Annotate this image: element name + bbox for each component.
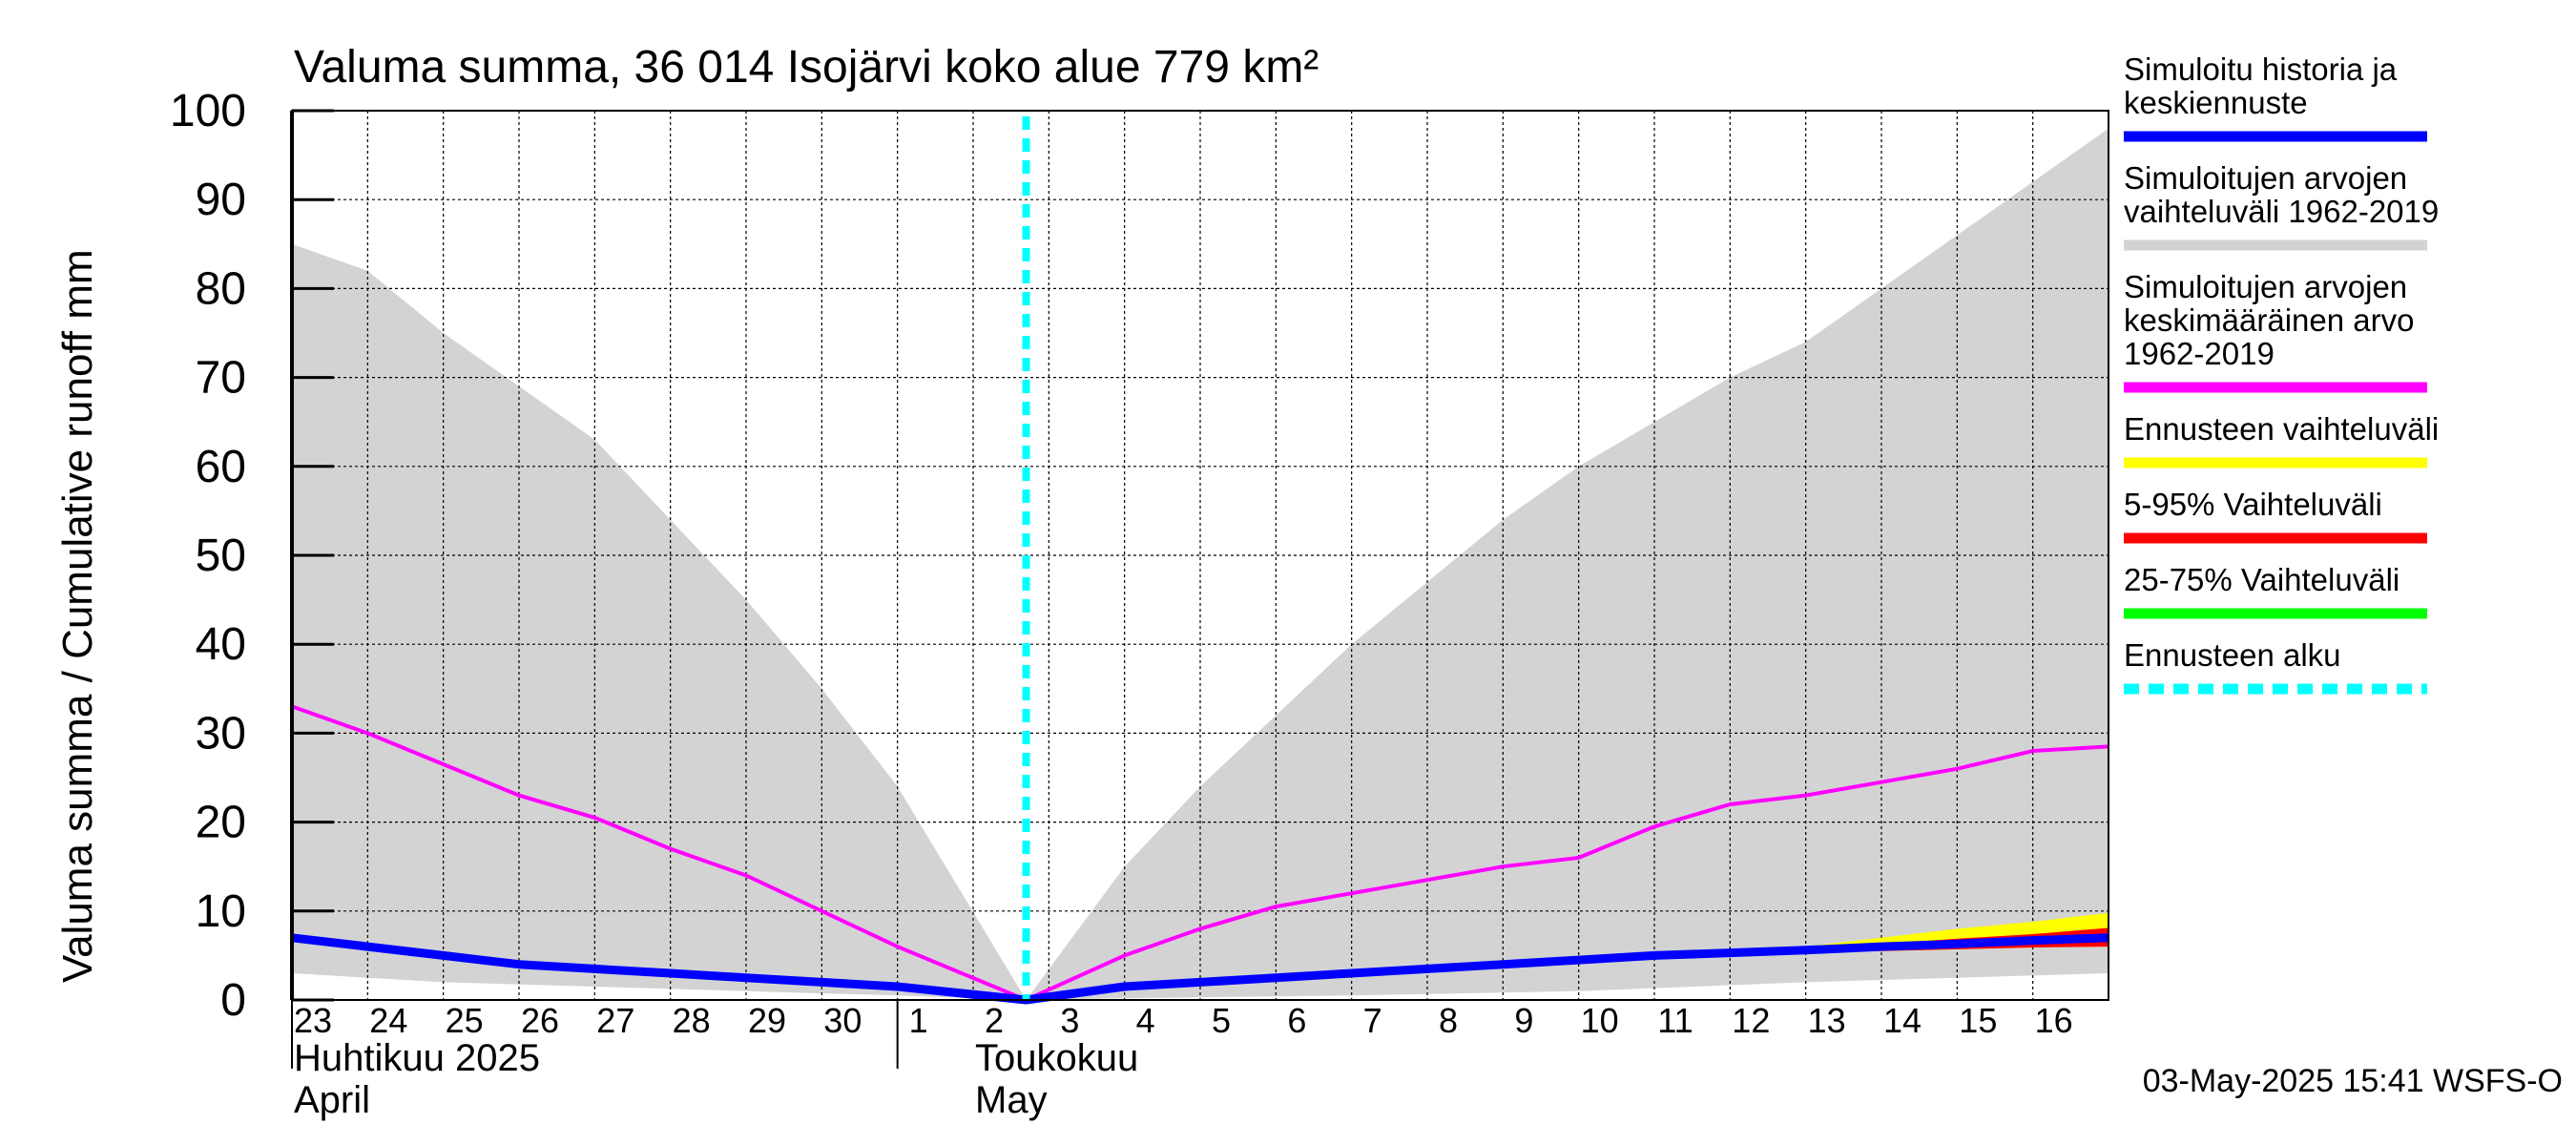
sim-history-line xyxy=(291,933,2109,1005)
month-label-may-en: May xyxy=(975,1079,1048,1121)
legend-label: Ennusteen alku xyxy=(2124,637,2341,673)
x-tick-label: 27 xyxy=(596,1001,634,1040)
x-tick-label: 10 xyxy=(1581,1001,1619,1040)
y-tick-label: 0 xyxy=(220,975,246,1026)
x-tick-label: 24 xyxy=(369,1001,407,1040)
mean-line xyxy=(291,704,2109,1003)
x-tick-label: 12 xyxy=(1732,1001,1770,1040)
legend-label: keskiennuste xyxy=(2124,85,2308,120)
month-label-may-fi: Toukokuu xyxy=(975,1037,1138,1079)
x-tick-label: 7 xyxy=(1363,1001,1382,1040)
legend-item-forecast_start: Ennusteen alku xyxy=(2124,637,2427,695)
y-tick-label: 100 xyxy=(170,86,246,136)
legend-label: Simuloitu historia ja xyxy=(2124,52,2398,87)
x-tick-label: 9 xyxy=(1514,1001,1533,1040)
y-tick-label: 60 xyxy=(196,442,246,492)
x-tick-label: 1 xyxy=(909,1001,928,1040)
y-tick-label: 30 xyxy=(196,708,246,759)
legend-item-forecast_range: Ennusteen vaihteluväli xyxy=(2124,411,2439,468)
x-tick-label: 16 xyxy=(2035,1001,2073,1040)
x-tick-label: 15 xyxy=(1959,1001,1997,1040)
x-tick-label: 5 xyxy=(1212,1001,1231,1040)
x-tick-label: 30 xyxy=(823,1001,862,1040)
x-tick-label: 14 xyxy=(1883,1001,1922,1040)
legend-label: keskimääräinen arvo xyxy=(2124,302,2414,338)
data-lines xyxy=(291,116,2109,1005)
y-tick-labels: 0 10 20 30 40 50 60 70 80 90 100 xyxy=(170,86,246,1026)
x-tick-label: 3 xyxy=(1060,1001,1079,1040)
legend-label: 5-95% Vaihteluväli xyxy=(2124,487,2382,522)
x-tick-label: 26 xyxy=(521,1001,559,1040)
x-tick-label: 11 xyxy=(1657,1001,1693,1040)
y-tick-label: 20 xyxy=(196,798,246,848)
x-tick-label: 13 xyxy=(1808,1001,1846,1040)
x-tick-label: 29 xyxy=(748,1001,786,1040)
y-tick-label: 10 xyxy=(196,886,246,937)
legend-label: Ennusteen vaihteluväli xyxy=(2124,411,2439,447)
y-tick-label: 50 xyxy=(196,531,246,581)
x-tick-label: 6 xyxy=(1287,1001,1306,1040)
x-tick-label: 28 xyxy=(673,1001,711,1040)
chart-title: Valuma summa, 36 014 Isojärvi koko alue … xyxy=(294,42,1319,93)
y-tick-label: 90 xyxy=(196,175,246,225)
legend-label: Simuloitujen arvojen xyxy=(2124,160,2407,196)
legend: Simuloitu historia jakeskiennusteSimuloi… xyxy=(2124,52,2439,695)
timestamp: 03-May-2025 15:41 WSFS-O xyxy=(2143,1063,2563,1099)
legend-label: Simuloitujen arvojen xyxy=(2124,269,2407,304)
month-label-april-en: April xyxy=(294,1079,370,1121)
x-tick-label: 25 xyxy=(446,1001,484,1040)
x-tick-labels: 23 24 25 26 27 28 29 30 1 2 3 4 5 6 7 8 9 10 11 12 13 14 15 16 xyxy=(294,1001,2073,1040)
x-tick-label: 4 xyxy=(1136,1001,1155,1040)
y-tick-label: 80 xyxy=(196,263,246,314)
grid-lines xyxy=(292,111,2109,1000)
legend-label: vaihteluväli 1962-2019 xyxy=(2124,194,2439,229)
month-label-april-fi: Huhtikuu 2025 xyxy=(294,1037,540,1079)
y-axis-label: Valuma summa / Cumulative runoff mm xyxy=(54,249,101,983)
x-tick-label: 8 xyxy=(1439,1001,1458,1040)
y-tick-label: 70 xyxy=(196,353,246,404)
x-tick-label: 23 xyxy=(294,1001,332,1040)
legend-label: 25-75% Vaihteluväli xyxy=(2124,562,2399,597)
legend-label: 1962-2019 xyxy=(2124,336,2275,371)
axes xyxy=(290,109,2109,1069)
legend-item-p25_75: 25-75% Vaihteluväli xyxy=(2124,562,2427,619)
legend-item-p5_95: 5-95% Vaihteluväli xyxy=(2124,487,2427,544)
x-tick-label: 2 xyxy=(985,1001,1004,1040)
y-tick-label: 40 xyxy=(196,619,246,670)
